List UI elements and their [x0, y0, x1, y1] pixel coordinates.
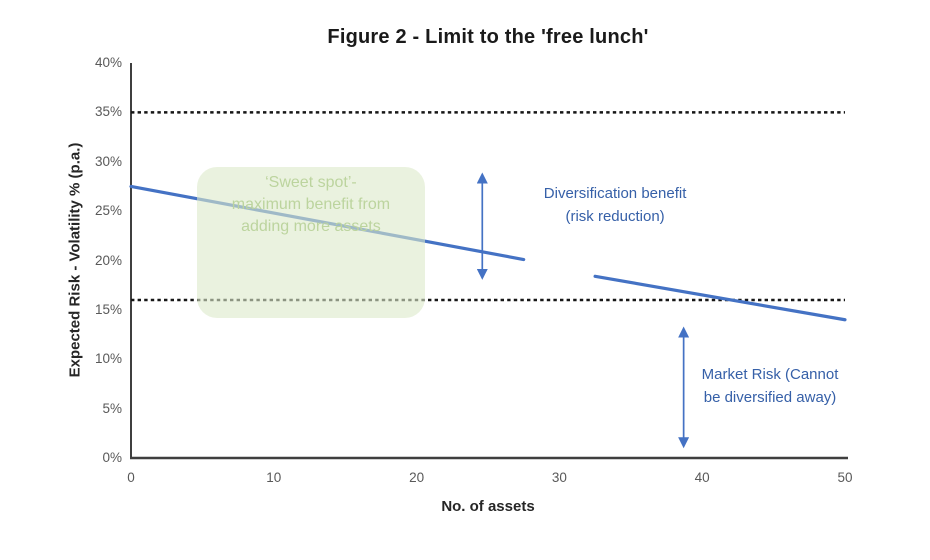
diversification-benefit-line-1: Diversification benefit [543, 185, 687, 203]
sweet-spot-line-1: ‘Sweet spot’- [265, 173, 357, 191]
y-tick-label: 0% [102, 450, 122, 465]
chart-title: Figure 2 - Limit to the 'free lunch' [327, 26, 649, 48]
diversification-benefit-label: Diversification benefit (risk reduction) [544, 182, 687, 228]
market-risk-label: Market Risk (Cannot be diversified away) [702, 363, 839, 409]
x-tick-label: 20 [409, 470, 425, 485]
sweet-spot-line-3: adding more assets [241, 217, 381, 235]
x-axis-title: No. of assets [441, 498, 535, 515]
diversification-benefit-line-2: (risk reduction) [565, 208, 665, 226]
market-risk-line-2: be diversified away) [703, 389, 837, 407]
risk-curve-segment-2 [593, 274, 847, 322]
sweet-spot-line-2: maximum benefit from [231, 195, 391, 213]
y-tick-label: 30% [94, 153, 122, 169]
x-tick-label: 0 [127, 470, 135, 485]
sweet-spot-highlight: ‘Sweet spot’- maximum benefit from addin… [196, 166, 426, 318]
y-tick-label: 25% [94, 203, 122, 219]
y-tick-label: 5% [102, 400, 122, 416]
x-tick-label: 10 [266, 470, 282, 485]
x-tick-label: 30 [551, 470, 567, 485]
y-tick-label: 10% [94, 351, 122, 367]
x-tick-label: 40 [694, 470, 710, 485]
x-tick-label: 50 [837, 470, 853, 485]
y-tick-label: 35% [94, 104, 122, 120]
y-tick-label: 20% [94, 252, 122, 268]
market-risk-line-1: Market Risk (Cannot [701, 366, 839, 384]
y-tick-label: 15% [94, 301, 122, 317]
y-tick-label: 40% [94, 55, 122, 70]
